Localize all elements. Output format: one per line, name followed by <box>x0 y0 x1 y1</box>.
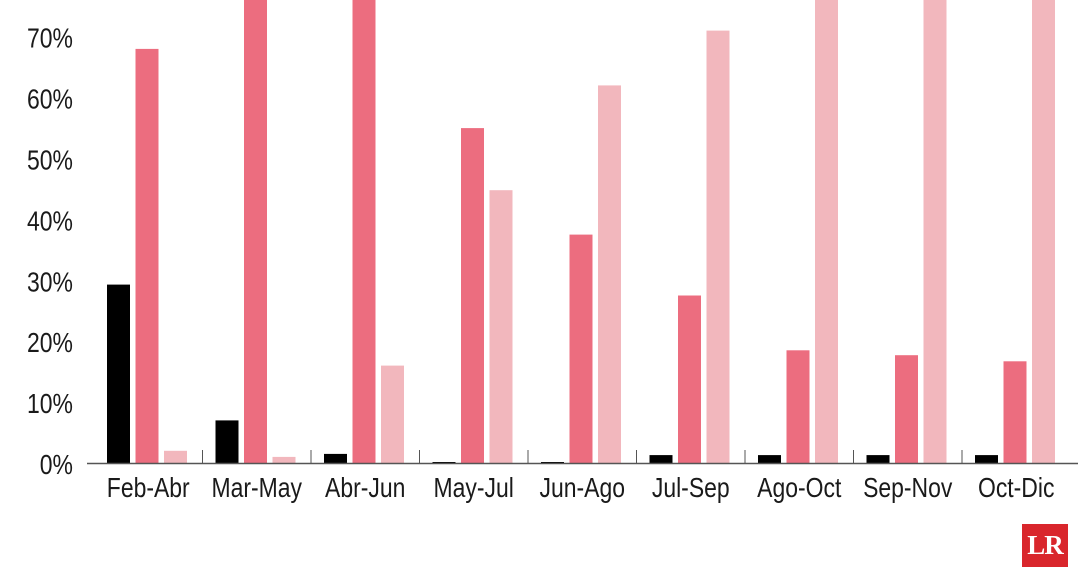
y-tick-label: 20% <box>27 328 73 359</box>
bar-s1-jun-ago <box>541 462 564 463</box>
bar-s3-oct-dic <box>1032 0 1055 463</box>
x-tick-label: Abr-Jun <box>325 473 405 504</box>
bar-s1-sep-nov <box>866 455 890 463</box>
bar-s3-abr-jun <box>381 365 404 463</box>
x-tick-label: Mar-May <box>211 473 302 504</box>
bar-s1-may-jul <box>432 462 456 463</box>
bar-s2-jun-ago <box>569 234 593 463</box>
axis-layer <box>87 450 1078 465</box>
bar-s2-oct-dic <box>1003 361 1027 463</box>
x-tick-label: Sep-Nov <box>863 473 952 504</box>
bar-s1-abr-jun <box>324 453 347 463</box>
y-tick-label: 70% <box>27 24 73 55</box>
bar-s2-abr-jun <box>352 0 376 463</box>
bar-s3-jun-ago <box>598 85 621 464</box>
bar-s2-ago-oct <box>786 350 810 463</box>
bar-s2-may-jul <box>461 128 484 463</box>
x-tick-label: Oct-Dic <box>978 473 1055 504</box>
bars-layer <box>107 0 1055 464</box>
y-tick-label: 10% <box>27 389 73 420</box>
bar-s3-jul-sep <box>706 30 730 463</box>
bar-s3-ago-oct <box>815 0 838 463</box>
x-tick-label: Ago-Oct <box>757 473 841 504</box>
labels-layer: 0% 10% 20% 30% 40% 50% 60% 70% Feb-Abr Mar-May Abr… <box>27 24 1055 504</box>
y-tick-label: 0% <box>40 450 73 481</box>
x-tick-label: Feb-Abr <box>107 473 190 504</box>
bar-s1-mar-may <box>215 420 239 463</box>
bar-s3-sep-nov <box>923 0 947 463</box>
y-tick-label: 40% <box>27 206 73 237</box>
bar-s1-jul-sep <box>649 455 673 463</box>
bar-s2-mar-may <box>244 0 267 463</box>
bar-s2-jul-sep <box>678 295 701 463</box>
bar-s1-feb-abr <box>107 284 130 463</box>
y-tick-label: 50% <box>27 145 73 176</box>
bar-s1-ago-oct <box>758 455 781 463</box>
y-tick-label: 30% <box>27 267 73 298</box>
lr-logo: LR <box>1022 524 1068 567</box>
x-tick-label: Jun-Ago <box>540 473 625 504</box>
bar-s1-oct-dic <box>975 455 998 463</box>
bar-s2-sep-nov <box>895 355 918 463</box>
bar-s2-feb-abr <box>135 48 159 464</box>
bar-s3-mar-may <box>272 456 296 463</box>
x-tick-label: May-Jul <box>434 473 514 504</box>
y-tick-label: 60% <box>27 85 73 116</box>
bar-s3-may-jul <box>489 190 513 463</box>
bar-s3-feb-abr <box>164 450 187 463</box>
x-tick-label: Jul-Sep <box>652 473 730 504</box>
